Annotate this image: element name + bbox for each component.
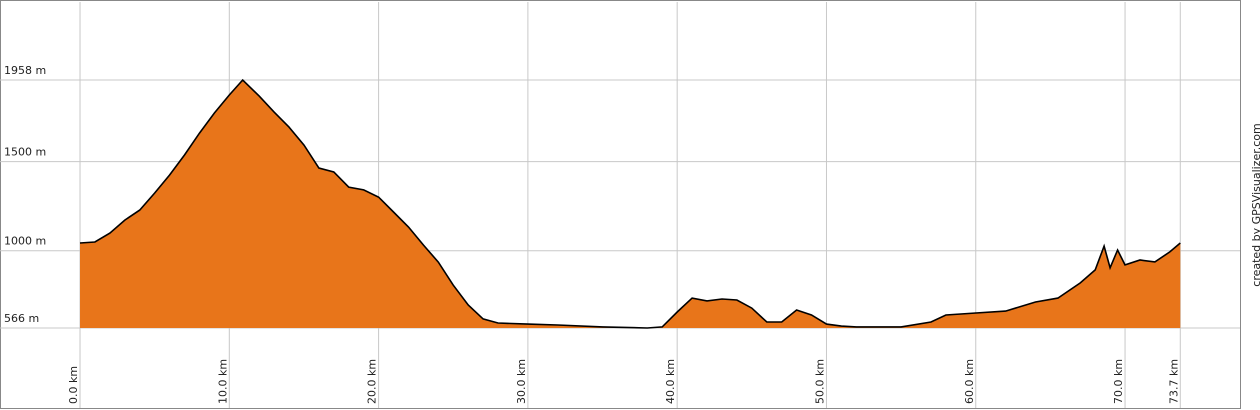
y-tick-label: 1958 m [4, 64, 46, 77]
x-tick-label: 60.0 km [963, 359, 976, 404]
y-tick-label: 1500 m [4, 146, 46, 159]
x-tick-label: 40.0 km [664, 359, 677, 404]
credit: created by GPSVisualizer.com [1250, 123, 1260, 286]
x-tick-label: 10.0 km [216, 359, 229, 404]
y-tick-label: 566 m [4, 312, 39, 325]
x-tick-label: 50.0 km [813, 359, 826, 404]
x-tick-label: 70.0 km [1112, 359, 1125, 404]
x-tick-label: 30.0 km [515, 359, 528, 404]
x-tick-label: 73.7 km [1167, 359, 1180, 404]
line [79, 78, 1181, 329]
x-tick-label: 0.0 km [67, 366, 80, 404]
y-tick-label: 1000 m [4, 235, 46, 248]
area [80, 80, 1181, 329]
x-tick-label: 20.0 km [366, 359, 379, 404]
